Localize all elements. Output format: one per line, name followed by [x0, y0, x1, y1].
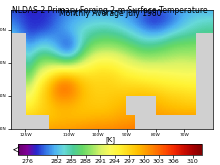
Text: NLDAS-2 Primary Forcing 2-m Surface Temperature: NLDAS-2 Primary Forcing 2-m Surface Temp… [12, 6, 208, 15]
Title: [K]: [K] [105, 137, 115, 143]
Text: Monthly Average July 1980: Monthly Average July 1980 [59, 9, 161, 18]
